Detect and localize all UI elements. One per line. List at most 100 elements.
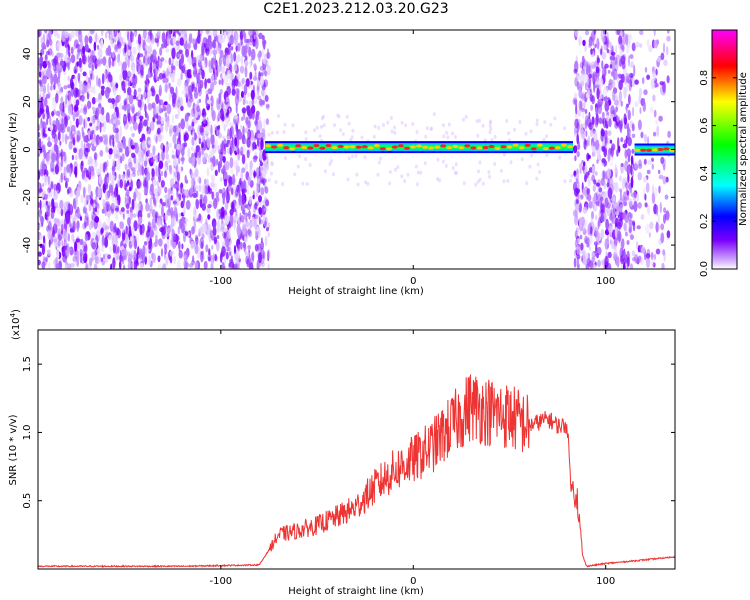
- noise-blob: [127, 168, 131, 178]
- noise-blob: [239, 212, 242, 222]
- noise-blob: [231, 88, 236, 96]
- noise-blob: [77, 241, 80, 253]
- noise-blob: [244, 162, 248, 171]
- noise-blob: [633, 200, 638, 213]
- noise-blob: [180, 105, 184, 112]
- scatter-dot: [549, 122, 553, 127]
- noise-blob: [595, 182, 601, 187]
- noise-blob: [38, 240, 41, 247]
- scatter-dot: [308, 163, 312, 167]
- noise-blob: [585, 237, 590, 245]
- noise-blob: [180, 30, 186, 35]
- noise-blob: [584, 173, 587, 183]
- noise-blob: [655, 248, 661, 255]
- noise-blob: [244, 249, 247, 256]
- noise-blob: [582, 187, 588, 197]
- noise-blob: [258, 32, 263, 40]
- noise-blob: [627, 165, 632, 175]
- noise-blob: [70, 189, 73, 195]
- noise-blob: [71, 81, 75, 90]
- noise-blob: [596, 159, 599, 164]
- scatter-dot: [506, 179, 510, 183]
- noise-blob: [158, 99, 164, 106]
- noise-blob: [575, 72, 580, 77]
- noise-blob: [53, 193, 58, 201]
- noise-blob: [46, 215, 50, 223]
- noise-blob: [599, 89, 602, 95]
- noise-blob: [593, 30, 596, 36]
- noise-blob: [616, 30, 621, 36]
- scatter-dot: [441, 123, 445, 128]
- noise-blob: [254, 218, 258, 230]
- noise-blob: [128, 253, 133, 261]
- noise-blob: [230, 53, 233, 65]
- noise-blob: [137, 246, 140, 255]
- noise-blob: [143, 241, 148, 246]
- noise-blob: [124, 146, 130, 157]
- noise-blob: [133, 73, 136, 79]
- noise-blob: [91, 63, 95, 72]
- noise-blob: [122, 61, 127, 71]
- noise-blob: [115, 234, 119, 240]
- scatter-dot: [543, 120, 547, 125]
- noise-blob: [155, 135, 158, 144]
- noise-blob: [130, 260, 133, 269]
- noise-blob: [181, 147, 185, 157]
- noise-blob: [100, 227, 104, 234]
- noise-blob: [82, 107, 88, 115]
- noise-blob: [103, 254, 105, 260]
- noise-blob: [87, 183, 92, 195]
- noise-blob: [224, 227, 227, 233]
- noise-blob: [147, 149, 150, 155]
- noise-blob: [644, 66, 648, 73]
- noise-blob: [111, 60, 115, 67]
- noise-blob: [171, 124, 175, 136]
- scatter-dot: [404, 123, 408, 128]
- noise-blob: [64, 58, 69, 63]
- noise-blob: [244, 60, 249, 67]
- noise-blob: [178, 131, 181, 142]
- noise-blob: [193, 70, 198, 78]
- noise-blob: [222, 149, 227, 155]
- scatter-dot: [488, 123, 492, 128]
- noise-blob: [582, 250, 585, 261]
- noise-blob: [165, 48, 170, 53]
- noise-blob: [113, 89, 117, 96]
- noise-blob: [233, 62, 236, 71]
- noise-blob: [584, 140, 587, 145]
- noise-blob: [625, 195, 630, 201]
- noise-blob: [594, 132, 598, 141]
- noise-blob: [74, 131, 78, 142]
- scatter-dot: [481, 181, 485, 186]
- noise-blob: [605, 218, 609, 230]
- noise-blob: [39, 81, 42, 88]
- signal-peak: [428, 146, 435, 150]
- noise-blob: [45, 30, 48, 35]
- noise-blob: [576, 254, 581, 260]
- noise-blob: [582, 206, 588, 214]
- noise-blob: [194, 104, 199, 115]
- noise-blob: [638, 87, 643, 97]
- noise-blob: [53, 73, 58, 85]
- noise-blob: [264, 186, 269, 194]
- noise-blob: [145, 198, 148, 204]
- noise-blob: [41, 200, 45, 209]
- noise-blob: [65, 93, 68, 105]
- noise-blob: [55, 65, 59, 73]
- noise-blob: [169, 250, 174, 256]
- noise-blob: [189, 108, 193, 120]
- noise-blob: [57, 40, 62, 48]
- noise-blob: [600, 228, 605, 239]
- signal-peak: [325, 143, 332, 148]
- spectrogram-ylabel: Frequency (Hz): [8, 112, 19, 188]
- noise-blob: [100, 114, 105, 122]
- scatter-dot: [416, 182, 419, 187]
- noise-blob: [237, 165, 241, 173]
- noise-blob: [601, 158, 606, 164]
- noise-blob: [607, 151, 611, 161]
- scatter-dot: [414, 164, 418, 169]
- noise-blob: [112, 203, 116, 210]
- noise-blob: [53, 183, 57, 191]
- noise-blob: [43, 257, 48, 266]
- noise-blob: [263, 207, 269, 212]
